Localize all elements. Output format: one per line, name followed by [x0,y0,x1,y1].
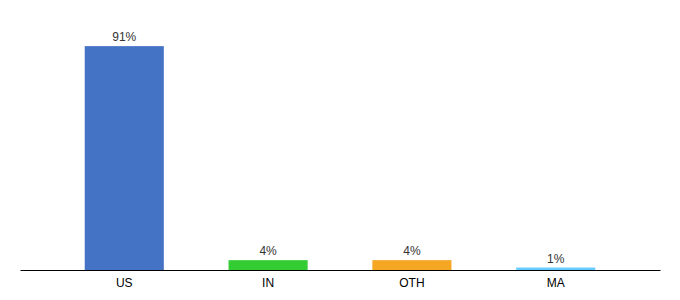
data-labels: 91% 4% 4% 1% [112,30,564,265]
x-tick: US [116,276,133,290]
data-label: 4% [259,244,277,258]
x-tick: OTH [399,276,424,290]
x-tick: MA [547,276,565,290]
x-tick-label: OTH [399,276,424,290]
x-axis-line [21,270,661,271]
x-tick-label: IN [262,276,274,290]
chart: US IN OTH MA 91% 4% 4% 1% [0,0,680,300]
data-label: 91% [112,30,136,44]
bar [516,268,595,270]
plot: US IN OTH MA 91% 4% 4% 1% [21,30,661,289]
x-tick: IN [262,276,274,290]
data-label: 1% [547,252,565,266]
x-axis: US IN OTH MA [21,271,661,290]
bars [85,46,596,270]
bar [85,46,164,270]
x-tick-label: MA [547,276,565,290]
data-label: 4% [403,244,421,258]
bar [372,260,451,270]
bar [229,260,308,270]
x-tick-label: US [116,276,133,290]
